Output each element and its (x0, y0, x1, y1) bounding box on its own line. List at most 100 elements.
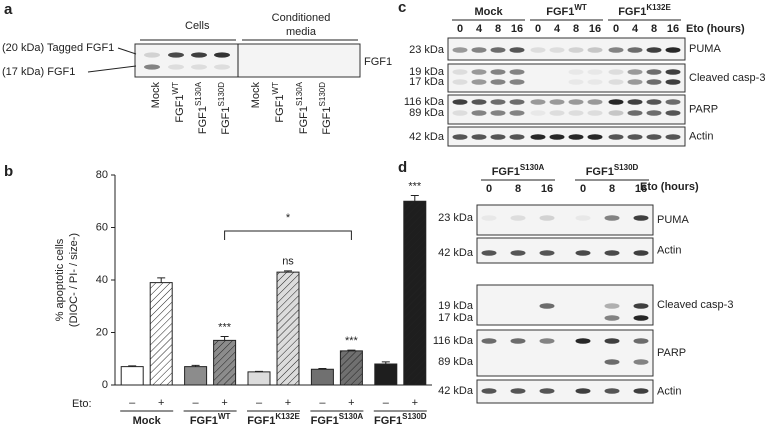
blot-band (509, 79, 525, 85)
kda-label: 42 kDa (409, 131, 445, 143)
error-bar (318, 367, 327, 370)
significance-bracket (224, 230, 352, 240)
blot-band (471, 47, 487, 53)
bar (310, 368, 334, 386)
bar (213, 339, 237, 386)
blot-band (568, 110, 584, 116)
condition-label: – (193, 397, 200, 409)
blot-band (471, 110, 487, 116)
blot-band (646, 110, 662, 116)
blot-band (646, 47, 662, 53)
blot-band (633, 338, 649, 344)
time-label: 16 (635, 183, 647, 195)
lane-label-sup: WT (171, 82, 180, 95)
time-label: 16 (541, 183, 553, 195)
blot-band (604, 359, 620, 365)
time-label: 8 (651, 23, 657, 35)
group-label-base: Mock (474, 6, 503, 18)
time-label: 4 (476, 23, 483, 35)
blot-frame (476, 379, 654, 404)
blot-frame (134, 43, 361, 78)
condition-label: – (383, 397, 390, 409)
kda-label: 23 kDa (409, 44, 445, 56)
error-bar (157, 277, 166, 283)
blot-band (191, 64, 207, 70)
kda-label: 17 kDa (409, 76, 445, 88)
significance-label: *** (345, 335, 359, 347)
blot-band (490, 79, 506, 85)
blot-band (604, 303, 620, 309)
blot-band (587, 47, 603, 53)
protein-label: PUMA (657, 214, 689, 226)
y-tick-label: 0 (102, 379, 108, 391)
blot-band (452, 69, 468, 75)
time-label: 0 (486, 183, 492, 195)
group-label-sup: WT (574, 3, 587, 12)
x-tick-label-sup: S130D (402, 412, 427, 421)
lane-label: FGF1S130D (217, 82, 232, 135)
blot-band (214, 52, 230, 58)
blot-band (471, 134, 487, 140)
blot-band (530, 134, 546, 140)
group-label: FGF1S130A (492, 163, 545, 178)
blot-band (510, 215, 526, 221)
protein-label: PARP (657, 347, 686, 359)
blot-band (608, 69, 624, 75)
blot-band (539, 388, 555, 394)
x-tick-label: Mock (133, 415, 162, 427)
blot-band (608, 134, 624, 140)
lane-label-sup: S130A (194, 81, 203, 106)
blot-band (539, 338, 555, 344)
blot-frame (476, 204, 654, 236)
error-bar (255, 370, 263, 372)
kda-label: 19 kDa (409, 66, 445, 78)
blot-band (214, 64, 230, 70)
blot-band (168, 52, 184, 58)
panel-label: d (398, 159, 407, 176)
y-tick-label: 20 (96, 326, 108, 338)
lane-label-sup: S130D (217, 82, 226, 107)
bar (247, 371, 271, 386)
blot-band (510, 388, 526, 394)
x-tick-label: FGF1K132E (247, 412, 300, 427)
blot-band (509, 134, 525, 140)
blot-band (168, 64, 184, 70)
blot-band (646, 79, 662, 85)
panel-label: a (4, 1, 13, 18)
x-tick-label-sup: K132E (275, 412, 300, 421)
kda-label: 23 kDa (438, 212, 474, 224)
blot-band (539, 303, 555, 309)
blot-band (608, 47, 624, 53)
y-tick-label: 80 (96, 169, 108, 181)
blot-band (587, 69, 603, 75)
error-bar (284, 270, 292, 273)
blot-band (144, 64, 160, 70)
blot-band (575, 388, 591, 394)
blot-band (665, 110, 681, 116)
blot-band (452, 47, 468, 53)
blot-band (539, 250, 555, 256)
blot-band (633, 388, 649, 394)
label-pointer (87, 47, 137, 73)
protein-label: Cleaved casp-3 (689, 72, 765, 84)
group-label-sup: S130A (520, 163, 545, 172)
group-label: FGF1K132E (618, 3, 671, 18)
blot-band (665, 134, 681, 140)
blot-band (575, 338, 591, 344)
blot-band (490, 69, 506, 75)
blot-band (633, 303, 649, 309)
eto-label: Eto (hours) (686, 23, 745, 35)
blot-band (481, 215, 497, 221)
x-tick-label-sup: WT (218, 412, 231, 421)
panel-label: c (398, 0, 406, 16)
error-bar (220, 335, 229, 341)
lane-label-base: FGF1 (197, 106, 209, 134)
kda-label: 42 kDa (438, 247, 474, 259)
blot-band (481, 338, 497, 344)
eto-label: Eto (hours) (640, 181, 699, 193)
time-label: 8 (515, 183, 521, 195)
protein-label: PARP (689, 103, 718, 115)
group-label: FGF1S130D (586, 163, 639, 178)
bar (403, 200, 427, 386)
y-tick-label: 40 (96, 274, 108, 286)
